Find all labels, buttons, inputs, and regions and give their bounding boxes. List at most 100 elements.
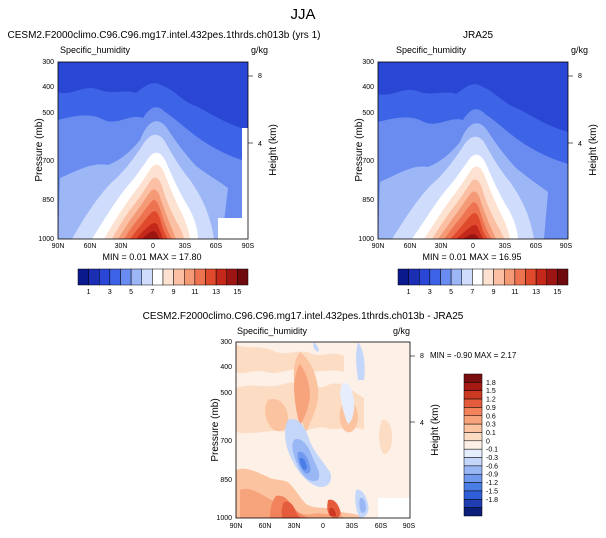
- colorbar-swatch: [463, 490, 483, 500]
- panel-diff-title: CESM2.F2000climo.C96.C96.mg17.intel.432p…: [143, 311, 464, 322]
- y-tick-label: 850: [220, 477, 232, 484]
- y-tick-label: 400: [220, 364, 232, 371]
- colorbar-swatch: [184, 268, 196, 286]
- panel-model-variable-label: Specific_humidity: [60, 45, 131, 55]
- panel-model-units-label: g/kg: [251, 45, 268, 55]
- colorbar-swatch: [461, 268, 473, 286]
- colorbar-swatch: [237, 268, 249, 286]
- colorbar-difference: 1.81.51.20.90.60.30.10-0.1-0.3-0.6-0.9-1…: [463, 373, 498, 517]
- x-tick-label: 30S: [179, 243, 192, 250]
- panel-obs-title: JRA25: [463, 30, 493, 41]
- colorbar-swatch: [463, 482, 483, 492]
- panel-model-ylabel: Pressure (mb): [34, 118, 45, 181]
- colorbar-swatch: [88, 268, 100, 286]
- colorbar-tick-label: 13: [532, 289, 540, 296]
- y2-tick-label: 4: [420, 420, 424, 427]
- colorbar-tick-label: -0.1: [486, 447, 498, 454]
- panel-model-title: CESM2.F2000climo.C96.C96.mg17.intel.432p…: [8, 30, 321, 41]
- colorbar-tick-label: -0.3: [486, 455, 498, 462]
- y2-tick-label: 8: [258, 73, 262, 80]
- panel-obs: JRA25 Specific_humidity g/kg 300 400 500…: [354, 30, 599, 262]
- colorbar-swatch: [397, 268, 409, 286]
- x-tick-label: 90S: [403, 523, 416, 530]
- y-tick-label: 300: [362, 59, 374, 66]
- panel-model: CESM2.F2000climo.C96.C96.mg17.intel.432p…: [8, 30, 321, 262]
- colorbar-tick-label: -0.9: [486, 472, 498, 479]
- colorbar-obs: 1 3 5 7 9 11 13 15: [397, 268, 569, 296]
- colorbar-swatch: [463, 499, 483, 508]
- x-tick-label: 60S: [375, 523, 388, 530]
- colorbar-tick-label: 0.3: [486, 422, 496, 429]
- colorbar-swatch: [482, 268, 494, 286]
- panel-obs-field: [378, 62, 568, 239]
- y-tick-label: 400: [362, 84, 374, 91]
- y2-tick-label: 4: [258, 141, 262, 148]
- colorbar-swatch: [205, 268, 217, 286]
- panel-diff-variable-label: Specific_humidity: [237, 326, 308, 336]
- x-tick-label: 60N: [404, 243, 417, 250]
- colorbar-swatch: [162, 268, 174, 286]
- colorbar-swatch: [463, 415, 483, 425]
- colorbar-swatch: [141, 268, 153, 286]
- panel-model-y2label: Height (km): [268, 124, 279, 176]
- y2-tick-label: 8: [420, 353, 424, 360]
- x-tick-label: 60N: [84, 243, 97, 250]
- panel-diff-axes: 300 400 500 700 850 1000 8 4 90N 60N 30N…: [216, 339, 424, 530]
- colorbar-swatch: [173, 268, 185, 286]
- x-tick-label: 60S: [530, 243, 543, 250]
- colorbar-tick-label: 1: [407, 289, 411, 296]
- panel-model-frame: [57, 61, 249, 240]
- colorbar-swatch: [109, 268, 121, 286]
- y-tick-label: 700: [362, 158, 374, 165]
- colorbar-tick-label: 0.9: [486, 405, 496, 412]
- colorbar-tick-label: 9: [172, 289, 176, 296]
- colorbar-swatch: [463, 407, 483, 417]
- colorbar-swatch: [463, 390, 483, 400]
- colorbar-swatch: [226, 268, 238, 286]
- colorbar-swatch: [463, 398, 483, 408]
- colorbar-swatch: [429, 268, 441, 286]
- colorbar-swatch: [463, 448, 483, 458]
- colorbar-tick-label: 7: [150, 289, 154, 296]
- x-tick-label: 90S: [242, 243, 255, 250]
- y-tick-label: 1000: [38, 236, 54, 243]
- colorbar-tick-label: 3: [428, 289, 432, 296]
- colorbar-tick-label: -0.6: [486, 463, 498, 470]
- colorbar-swatch: [557, 268, 569, 286]
- x-tick-label: 30S: [499, 243, 512, 250]
- colorbar-tick-label: 1.5: [486, 388, 496, 395]
- colorbar-tick-label: 9: [492, 289, 496, 296]
- panel-diff-units-label: g/kg: [393, 326, 410, 336]
- colorbar-tick-label: -1.2: [486, 480, 498, 487]
- colorbar-tick-label: 1: [87, 289, 91, 296]
- colorbar-swatch: [450, 268, 462, 286]
- panel-diff: CESM2.F2000climo.C96.C96.mg17.intel.432p…: [143, 311, 517, 530]
- colorbar-swatch: [77, 268, 89, 286]
- panel-obs-variable-label: Specific_humidity: [396, 45, 467, 55]
- colorbar-tick-label: -1.5: [486, 488, 498, 495]
- panel-obs-ylabel: Pressure (mb): [354, 118, 365, 181]
- colorbar-tick-label: 5: [449, 289, 453, 296]
- colorbar-tick-label: 11: [511, 289, 518, 296]
- panel-diff-y2label: Height (km): [430, 404, 441, 456]
- y-tick-label: 850: [362, 197, 374, 204]
- colorbar-swatch: [463, 373, 483, 383]
- colorbar-tick-label: 15: [553, 289, 561, 296]
- x-tick-label: 90S: [560, 243, 573, 250]
- colorbar-swatch: [99, 268, 111, 286]
- colorbar-tick-label: -1.8: [486, 497, 498, 504]
- colorbar-swatch: [152, 268, 164, 286]
- colorbar-swatch: [525, 268, 537, 286]
- y-tick-label: 700: [42, 158, 54, 165]
- colorbar-swatch: [514, 268, 526, 286]
- colorbar-swatch: [440, 268, 452, 286]
- y-tick-label: 1000: [358, 236, 374, 243]
- x-tick-label: 90N: [372, 243, 385, 250]
- colorbar-tick-label: 0.6: [486, 413, 496, 420]
- colorbar-swatch: [535, 268, 547, 286]
- panel-diff-field: [236, 342, 410, 518]
- panel-diff-ylabel: Pressure (mb): [210, 398, 221, 461]
- colorbar-tick-label: 7: [470, 289, 474, 296]
- colorbar-tick-label: 3: [108, 289, 112, 296]
